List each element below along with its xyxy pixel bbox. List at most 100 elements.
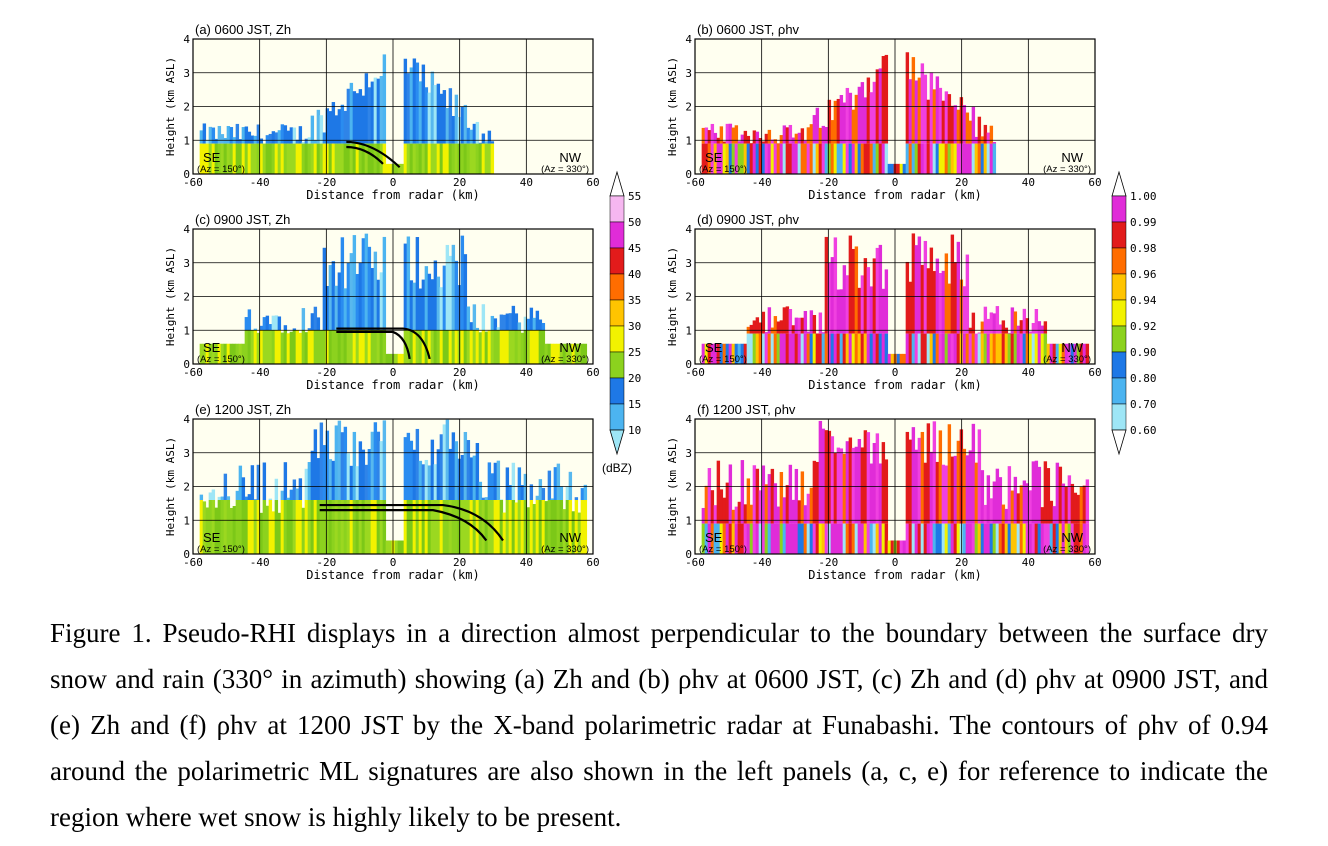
colorbar-rhohv: 1.00 0.99 0.98 0.96 0.94 0.92 0.90 0.80 0.70 0.60	[1111, 170, 1157, 456]
colorbar-cap	[1111, 170, 1127, 197]
azimuth-left: (Az = 150°)	[197, 544, 245, 555]
radar-data	[701, 52, 997, 174]
colorbar-segment	[609, 377, 625, 405]
x-tick-label: 40	[520, 366, 533, 379]
x-tick-label: 0	[390, 366, 397, 379]
x-tick-label: 40	[1022, 176, 1035, 189]
colorbar-cap	[609, 170, 625, 197]
x-tick-label: 0	[892, 366, 899, 379]
direction-left: SE	[203, 150, 221, 165]
radar-data	[701, 420, 1090, 554]
radar-data	[199, 54, 495, 174]
x-axis-label: Distance from radar (km)	[306, 188, 479, 202]
panel-title: (b) 0600 JST, ρhv	[697, 22, 800, 37]
plot-frame	[694, 228, 1096, 365]
contour-rhohv-094	[346, 140, 401, 169]
y-tick-label: 1	[183, 514, 190, 527]
colorbar-label: 30	[628, 320, 641, 333]
colorbar-segment	[609, 273, 625, 301]
y-tick-label: 2	[183, 481, 190, 494]
y-tick-label: 3	[685, 257, 692, 270]
radar-data	[701, 233, 1090, 364]
y-tick-label: 0	[183, 168, 190, 181]
x-axis-label: Distance from radar (km)	[306, 568, 479, 582]
x-tick-label: 20	[453, 556, 466, 569]
x-tick-label: 20	[955, 176, 968, 189]
y-tick-label: 4	[183, 33, 190, 46]
grid	[695, 229, 1095, 364]
direction-left: SE	[705, 340, 723, 355]
x-tick-label: 0	[390, 176, 397, 189]
direction-right: NW	[559, 340, 581, 355]
colorbar-segment	[1111, 195, 1127, 223]
x-tick-label: 40	[1022, 366, 1035, 379]
contour-rhohv-094	[319, 503, 504, 542]
x-tick-label: 20	[955, 366, 968, 379]
colorbar-segment	[609, 221, 625, 249]
colorbar-segment	[1111, 377, 1127, 405]
x-axis-label: Distance from radar (km)	[808, 188, 981, 202]
plot-frame	[192, 418, 594, 555]
x-tick-label: 20	[453, 176, 466, 189]
x-tick-label: 0	[390, 556, 397, 569]
direction-left: SE	[705, 150, 723, 165]
radar-data	[199, 419, 588, 554]
panel-e: (e) 1200 JST, Zh -60 -40 -20 0 20 40 60 0 1 2 3 4 Dis…	[164, 402, 600, 582]
panel-a: (a) 0600 JST, Zh -60 -40 -20 0 20 40 60 0 1 2 3 4 Dis…	[164, 22, 600, 202]
azimuth-right: (Az = 330°)	[541, 354, 589, 365]
y-tick-label: 1	[685, 134, 692, 147]
x-tick-label: -40	[250, 556, 270, 569]
y-tick-label: 0	[685, 168, 692, 181]
colorbar-label: 55	[628, 190, 641, 203]
x-tick-label: -60	[685, 556, 705, 569]
y-axis-label: Height (km ASL)	[666, 437, 679, 536]
y-axis-label: Height (km ASL)	[666, 247, 679, 346]
x-tick-label: 0	[892, 176, 899, 189]
colorbar-segment	[1111, 247, 1127, 275]
colorbar-label: 0.94	[1130, 294, 1157, 307]
x-tick-label: -20	[818, 366, 838, 379]
colorbar-label: 0.96	[1130, 268, 1157, 281]
y-tick-label: 2	[685, 291, 692, 304]
x-tick-label: -20	[818, 176, 838, 189]
x-tick-label: -60	[183, 176, 203, 189]
direction-left: SE	[203, 530, 221, 545]
y-tick-label: 4	[685, 33, 692, 46]
caption-text: Figure 1. Pseudo-RHI displays in a direc…	[50, 618, 1268, 832]
colorbar-label: 45	[628, 242, 641, 255]
x-tick-label: -40	[752, 366, 772, 379]
x-tick-label: 40	[1022, 556, 1035, 569]
x-tick-label: -20	[316, 366, 336, 379]
azimuth-left: (Az = 150°)	[699, 354, 747, 365]
y-axis-label: Height (km ASL)	[164, 57, 177, 156]
direction-right: NW	[1061, 150, 1083, 165]
colorbar-label: 35	[628, 294, 641, 307]
panel-d: (d) 0900 JST, ρhv -60 -40 -20 0 20 40 60 0 1 2 3 4 Di…	[666, 212, 1102, 392]
colorbar-label: 50	[628, 216, 641, 229]
colorbar-label: 0.92	[1130, 320, 1157, 333]
y-tick-label: 0	[685, 358, 692, 371]
x-tick-label: -20	[316, 176, 336, 189]
colorbar-label: 20	[628, 372, 641, 385]
colorbar-label: 0.80	[1130, 372, 1157, 385]
x-tick-label: -20	[316, 556, 336, 569]
panel-title: (c) 0900 JST, Zh	[195, 212, 290, 227]
azimuth-right: (Az = 330°)	[1043, 164, 1091, 175]
x-tick-label: -60	[183, 366, 203, 379]
y-axis-label: Height (km ASL)	[164, 247, 177, 346]
grid	[695, 419, 1095, 554]
x-tick-label: 60	[1088, 366, 1101, 379]
direction-right: NW	[559, 150, 581, 165]
panel-b: (b) 0600 JST, ρhv -60 -40 -20 0 20 40 60 0 1 2 3 4 Di…	[666, 22, 1102, 202]
x-tick-label: 60	[586, 176, 599, 189]
colorbar-unit: (dBZ)	[602, 461, 632, 475]
plot-frame	[192, 38, 594, 175]
colorbar-segment	[1111, 299, 1127, 327]
y-tick-label: 3	[685, 447, 692, 460]
y-tick-label: 0	[685, 548, 692, 561]
colorbar-label: 40	[628, 268, 641, 281]
grid	[193, 229, 593, 364]
x-tick-label: -40	[752, 176, 772, 189]
azimuth-left: (Az = 150°)	[699, 164, 747, 175]
y-tick-label: 2	[685, 101, 692, 114]
